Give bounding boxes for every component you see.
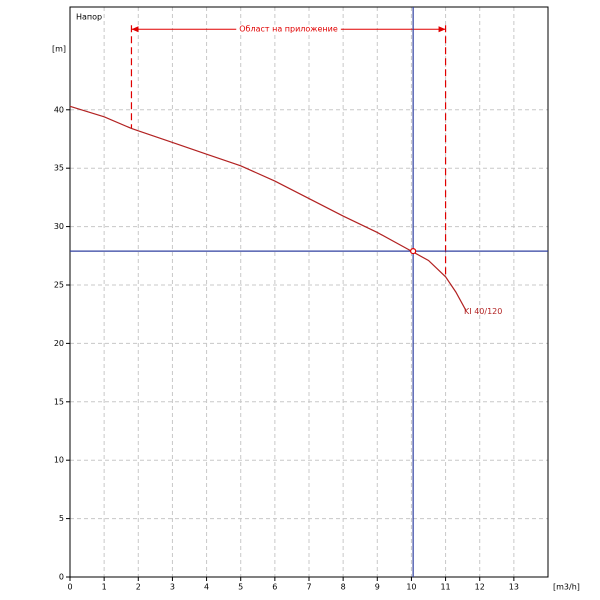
pump-curve (69, 105, 467, 311)
x-tick-label: 5 (238, 583, 243, 592)
x-tick-label: 6 (272, 583, 277, 592)
x-tick-label: 8 (341, 583, 346, 592)
y-tick-label: 15 (54, 397, 64, 406)
y-tick-label: 25 (54, 280, 64, 289)
x-tick-label: 2 (136, 583, 141, 592)
x-tick-label: 9 (375, 583, 380, 592)
chart-title: Напор (76, 13, 102, 22)
x-tick-label: 12 (475, 583, 485, 592)
arrow-head (438, 26, 446, 33)
x-tick-label: 0 (67, 583, 72, 592)
curve-label: KI 40/120 (464, 307, 502, 316)
y-axis-label: [m] (52, 45, 66, 54)
y-tick-label: 10 (54, 456, 64, 465)
plot-border (69, 6, 549, 578)
x-tick-label: 3 (170, 583, 175, 592)
range-label: Област на приложение (239, 25, 338, 34)
x-axis-label: [m3/h] (553, 583, 580, 592)
x-tick-label: 4 (204, 583, 209, 592)
x-tick-label: 10 (406, 583, 416, 592)
y-tick-label: 0 (59, 573, 64, 582)
range-label-bg (236, 24, 341, 34)
x-tick-label: 7 (306, 583, 311, 592)
y-tick-label: 20 (54, 339, 64, 348)
x-tick-label: 13 (509, 583, 519, 592)
y-tick-label: 5 (59, 514, 64, 523)
x-tick-label: 1 (102, 583, 107, 592)
y-tick-label: 40 (54, 105, 64, 114)
operating-point (410, 248, 417, 255)
y-tick-label: 30 (54, 222, 64, 231)
x-tick-label: 11 (440, 583, 450, 592)
y-tick-label: 35 (54, 164, 64, 173)
arrow-head (131, 26, 139, 33)
